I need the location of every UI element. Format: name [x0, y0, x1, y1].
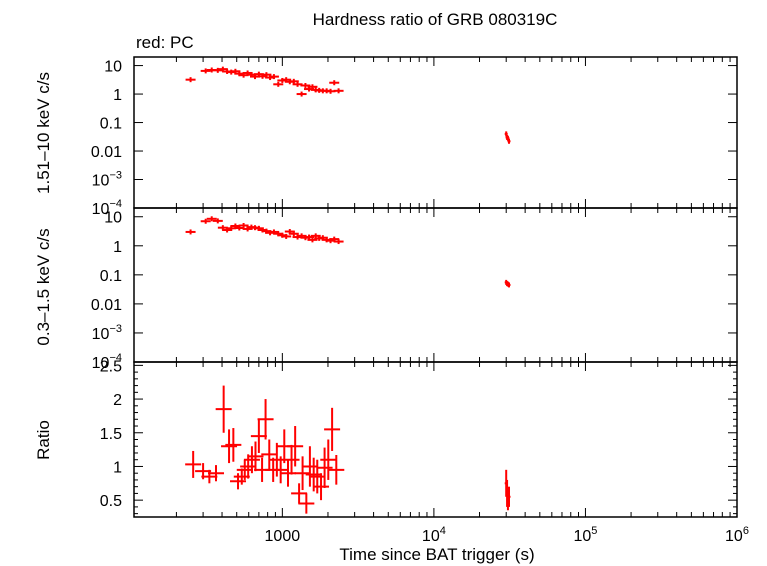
bottom-panel-frame — [133, 361, 738, 518]
x-tick-label: 1000 — [265, 528, 301, 545]
top-panel-frame — [133, 56, 738, 209]
y-tick-label: 10−3 — [92, 170, 122, 190]
data-point — [506, 135, 510, 141]
data-point — [507, 282, 511, 288]
data-point — [225, 428, 242, 462]
data-point — [208, 465, 225, 482]
data-point — [333, 88, 344, 94]
data-point — [257, 399, 274, 440]
middle-panel-frame — [133, 207, 738, 363]
y-tick-label: 10−4 — [92, 352, 122, 372]
data-point — [307, 84, 318, 90]
data-point — [329, 80, 340, 86]
data-point — [296, 91, 307, 97]
data-point — [287, 426, 304, 467]
y-tick-label: 0.1 — [100, 268, 122, 285]
data-point — [273, 81, 284, 87]
data-point — [201, 469, 218, 484]
legend-note: red: PC — [136, 33, 194, 52]
y-tick-label: 10−4 — [92, 198, 122, 218]
y-tick-label: 0.1 — [100, 116, 122, 133]
x-tick-label: 106 — [725, 525, 749, 545]
data-point — [185, 229, 196, 235]
y-tick-label: 10 — [104, 59, 122, 76]
x-tick-label: 105 — [573, 525, 597, 545]
data-point — [292, 81, 303, 87]
data-point — [301, 446, 318, 487]
data-point — [300, 82, 311, 88]
data-point — [307, 237, 318, 243]
chart-title: Hardness ratio of GRB 080319C — [313, 10, 558, 29]
data-point — [272, 456, 289, 484]
data-point — [313, 473, 330, 501]
data-point — [320, 439, 337, 480]
data-point — [238, 222, 249, 228]
data-point — [304, 234, 315, 240]
top-y-axis-label: 1.51–10 keV c/s — [34, 72, 53, 194]
data-point — [333, 239, 344, 245]
y-tick-label: 2.5 — [100, 358, 122, 375]
y-tick-label: 1.5 — [100, 426, 122, 443]
data-point — [247, 441, 264, 472]
data-point — [324, 407, 341, 451]
y-tick-label: 1 — [113, 459, 122, 476]
data-point — [309, 459, 326, 494]
data-point — [281, 233, 292, 239]
middle-y-axis-label: 0.3–1.5 keV c/s — [34, 228, 53, 345]
data-point — [507, 138, 511, 144]
data-point — [261, 72, 272, 78]
data-point — [212, 218, 223, 224]
data-point — [185, 77, 196, 83]
y-tick-label: 10−3 — [92, 323, 122, 343]
data-point — [316, 447, 333, 489]
data-point — [212, 67, 223, 73]
data-point — [294, 456, 311, 491]
data-point — [288, 231, 299, 237]
data-point — [240, 454, 257, 479]
data-point — [328, 455, 345, 485]
y-tick-label: 10 — [104, 210, 122, 227]
data-point — [291, 483, 308, 504]
y-tick-label: 1 — [113, 239, 122, 256]
y-tick-label: 0.01 — [91, 144, 122, 161]
data-point — [268, 442, 285, 477]
axis-ticks: 1010.10.0110−310−41010.10.0110−310−40.51… — [91, 57, 749, 545]
data-point — [507, 486, 511, 507]
data-point — [185, 450, 202, 478]
data-point — [261, 439, 278, 470]
y-tick-label: 0.5 — [100, 493, 122, 510]
data-point — [221, 429, 238, 464]
bottom-y-axis-label: Ratio — [34, 420, 53, 460]
data-point — [206, 216, 217, 222]
data-point — [288, 78, 299, 84]
data-point — [250, 419, 267, 453]
data-point — [200, 218, 211, 224]
data-point — [268, 74, 279, 80]
x-axis-label: Time since BAT trigger (s) — [339, 545, 534, 564]
data-point — [215, 385, 232, 433]
data-point — [243, 446, 260, 474]
data-point — [283, 444, 300, 475]
data-point — [233, 468, 250, 485]
y-tick-label: 0.01 — [91, 297, 122, 314]
data-point — [280, 459, 297, 487]
x-tick-label: 104 — [422, 525, 446, 545]
data-point — [298, 493, 315, 514]
y-tick-label: 1 — [113, 87, 122, 104]
data-marks — [185, 66, 511, 514]
y-tick-label: 2 — [113, 392, 122, 409]
data-point — [236, 459, 253, 480]
